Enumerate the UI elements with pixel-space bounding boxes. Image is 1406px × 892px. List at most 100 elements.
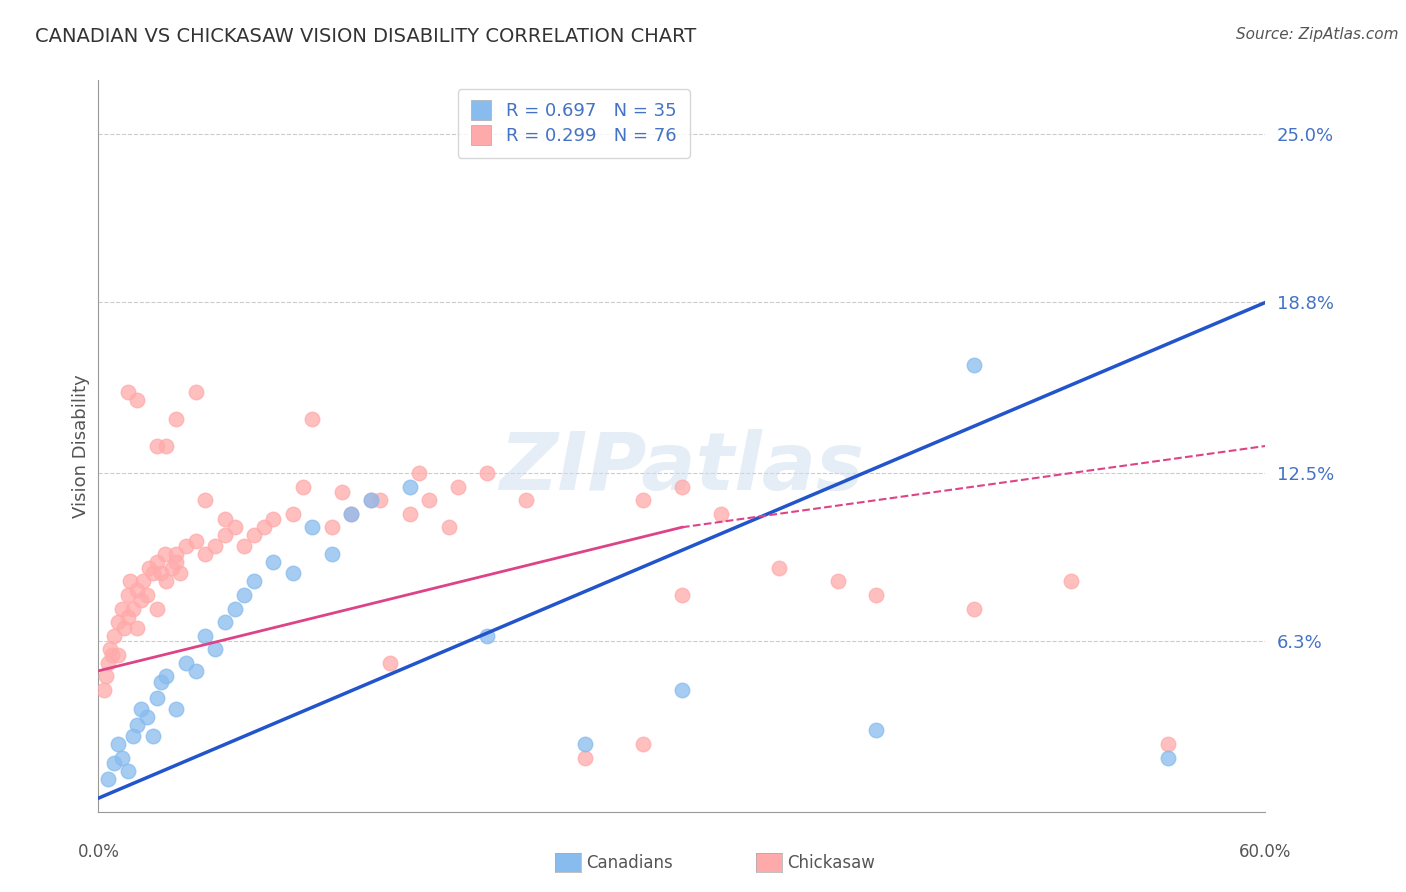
Point: [155, 669, 177, 683]
Point: [865, 588, 887, 602]
Point: [378, 656, 402, 670]
Point: [330, 485, 353, 500]
Point: [111, 750, 134, 764]
Point: [184, 664, 207, 678]
Point: [129, 702, 152, 716]
Point: [340, 507, 363, 521]
Point: [671, 588, 693, 602]
Point: [149, 674, 172, 689]
Point: [142, 729, 165, 743]
Point: [136, 710, 159, 724]
Point: [204, 642, 226, 657]
Point: [132, 574, 155, 589]
Point: [103, 629, 125, 643]
Text: 0.0%: 0.0%: [77, 843, 120, 861]
Point: [169, 566, 191, 581]
Point: [340, 507, 363, 521]
Point: [515, 493, 537, 508]
Point: [243, 528, 266, 542]
Point: [194, 547, 217, 561]
Point: [398, 480, 420, 494]
Legend: R = 0.697   N = 35, R = 0.299   N = 76: R = 0.697 N = 35, R = 0.299 N = 76: [457, 89, 689, 158]
Point: [477, 466, 499, 480]
Point: [214, 615, 236, 629]
Point: [301, 412, 323, 426]
Point: [165, 412, 187, 426]
Point: [827, 574, 849, 589]
Point: [233, 539, 256, 553]
Point: [224, 601, 246, 615]
Point: [360, 493, 382, 508]
Point: [184, 533, 207, 548]
Point: [162, 561, 184, 575]
Point: [127, 582, 149, 597]
Point: [671, 480, 693, 494]
Point: [370, 493, 392, 508]
Point: [437, 520, 460, 534]
Point: [165, 556, 187, 570]
Point: [149, 566, 172, 581]
Point: [671, 682, 693, 697]
Point: [146, 601, 169, 615]
Point: [262, 556, 284, 570]
Point: [281, 566, 304, 581]
Point: [224, 520, 246, 534]
Point: [93, 682, 115, 697]
Point: [360, 493, 382, 508]
Point: [117, 588, 139, 602]
Text: CANADIAN VS CHICKASAW VISION DISABILITY CORRELATION CHART: CANADIAN VS CHICKASAW VISION DISABILITY …: [35, 27, 696, 45]
Point: [447, 480, 470, 494]
Point: [107, 615, 129, 629]
Y-axis label: Vision Disability: Vision Disability: [72, 374, 90, 518]
Point: [107, 648, 129, 662]
Point: [204, 539, 226, 553]
Point: [127, 718, 149, 732]
Point: [574, 737, 596, 751]
Point: [281, 507, 304, 521]
Point: [117, 764, 139, 778]
Point: [1060, 574, 1083, 589]
Point: [118, 574, 141, 589]
Point: [165, 702, 187, 716]
Point: [962, 601, 984, 615]
Point: [710, 507, 733, 521]
Point: [574, 750, 596, 764]
Point: [174, 539, 197, 553]
Point: [136, 588, 159, 602]
Point: [214, 528, 236, 542]
Point: [155, 574, 177, 589]
Point: [233, 588, 256, 602]
Point: [111, 601, 134, 615]
Point: [97, 656, 120, 670]
Point: [112, 620, 135, 634]
Point: [103, 756, 125, 770]
Point: [243, 574, 266, 589]
Point: [184, 384, 207, 399]
Point: [122, 729, 145, 743]
Point: [1157, 737, 1180, 751]
Text: ZIPatlas: ZIPatlas: [499, 429, 865, 507]
Point: [117, 609, 139, 624]
Point: [122, 601, 145, 615]
Text: 60.0%: 60.0%: [1239, 843, 1292, 861]
Point: [194, 629, 217, 643]
Point: [865, 723, 887, 738]
Point: [321, 547, 343, 561]
Point: [1157, 750, 1180, 764]
Point: [253, 520, 276, 534]
Point: [138, 561, 160, 575]
Point: [146, 690, 169, 705]
Point: [129, 593, 152, 607]
Point: [146, 556, 169, 570]
Text: Chickasaw: Chickasaw: [787, 854, 876, 871]
Point: [155, 439, 177, 453]
Point: [101, 648, 124, 662]
Point: [96, 669, 118, 683]
Point: [321, 520, 343, 534]
Point: [165, 547, 187, 561]
Point: [142, 566, 165, 581]
Point: [408, 466, 430, 480]
Point: [398, 507, 420, 521]
Point: [146, 439, 169, 453]
Point: [301, 520, 323, 534]
